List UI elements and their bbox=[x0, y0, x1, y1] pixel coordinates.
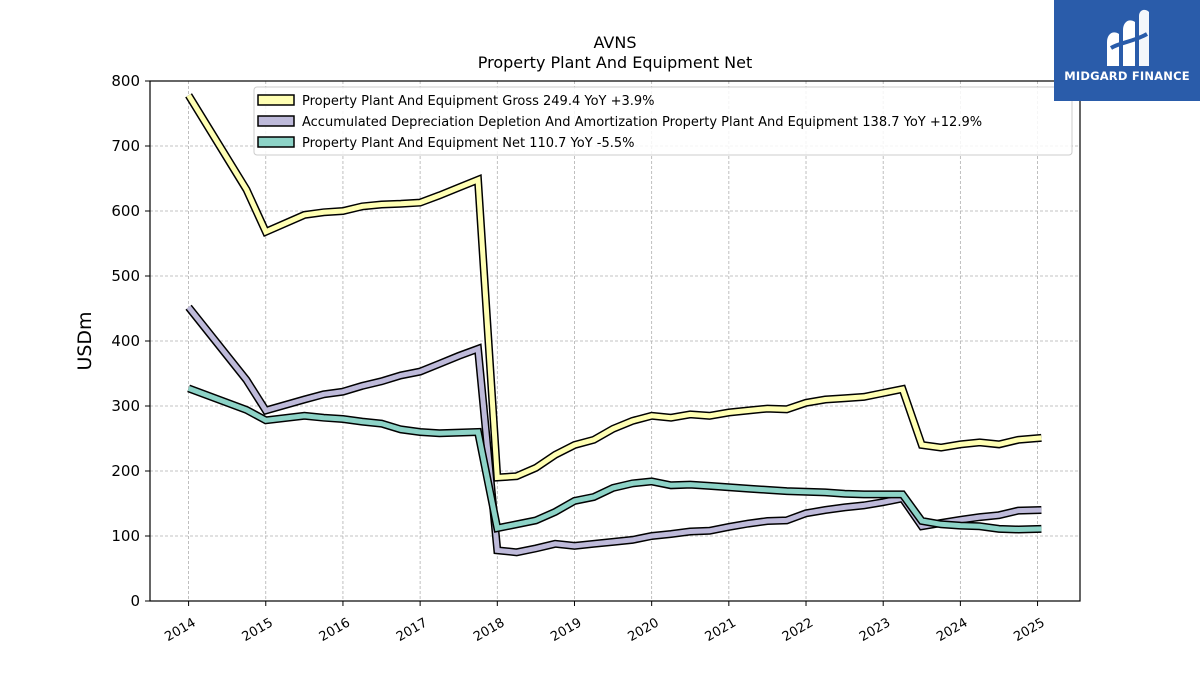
legend-label-0: Property Plant And Equipment Gross 249.4… bbox=[302, 94, 655, 109]
chart-subtitle: Property Plant And Equipment Net bbox=[478, 53, 753, 72]
logo: MIDGARD FINANCE bbox=[1054, 0, 1200, 101]
legend-swatch-1 bbox=[257, 115, 295, 127]
y-tick-label: 700 bbox=[111, 137, 140, 155]
y-tick-label: 0 bbox=[130, 592, 140, 610]
y-tick-label: 400 bbox=[111, 332, 140, 350]
y-tick-label: 800 bbox=[111, 72, 140, 90]
series-line-2 bbox=[187, 386, 1042, 533]
y-axis: 0 100 200 300 400 500 600 700 800 bbox=[111, 72, 150, 610]
y-tick-label: 300 bbox=[111, 397, 140, 415]
logo-text: MIDGARD FINANCE bbox=[1064, 69, 1190, 83]
y-tick-label: 500 bbox=[111, 267, 140, 285]
series-group bbox=[185, 93, 1042, 557]
legend-swatch-0 bbox=[257, 94, 295, 106]
legend: Property Plant And Equipment Gross 249.4… bbox=[253, 86, 1073, 156]
y-axis-label: USDm bbox=[74, 311, 96, 370]
y-tick-label: 200 bbox=[111, 462, 140, 480]
legend-label-2: Property Plant And Equipment Net 110.7 Y… bbox=[302, 136, 635, 151]
legend-box bbox=[253, 86, 1073, 156]
y-tick-label: 600 bbox=[111, 202, 140, 220]
chart-title: AVNS bbox=[594, 33, 637, 52]
logo-mark-icon bbox=[1107, 9, 1149, 67]
series-line-0 bbox=[186, 93, 1042, 481]
legend-label-1: Accumulated Depreciation Depletion And A… bbox=[302, 115, 982, 130]
y-tick-label: 100 bbox=[111, 527, 140, 545]
legend-swatch-2 bbox=[257, 136, 295, 148]
